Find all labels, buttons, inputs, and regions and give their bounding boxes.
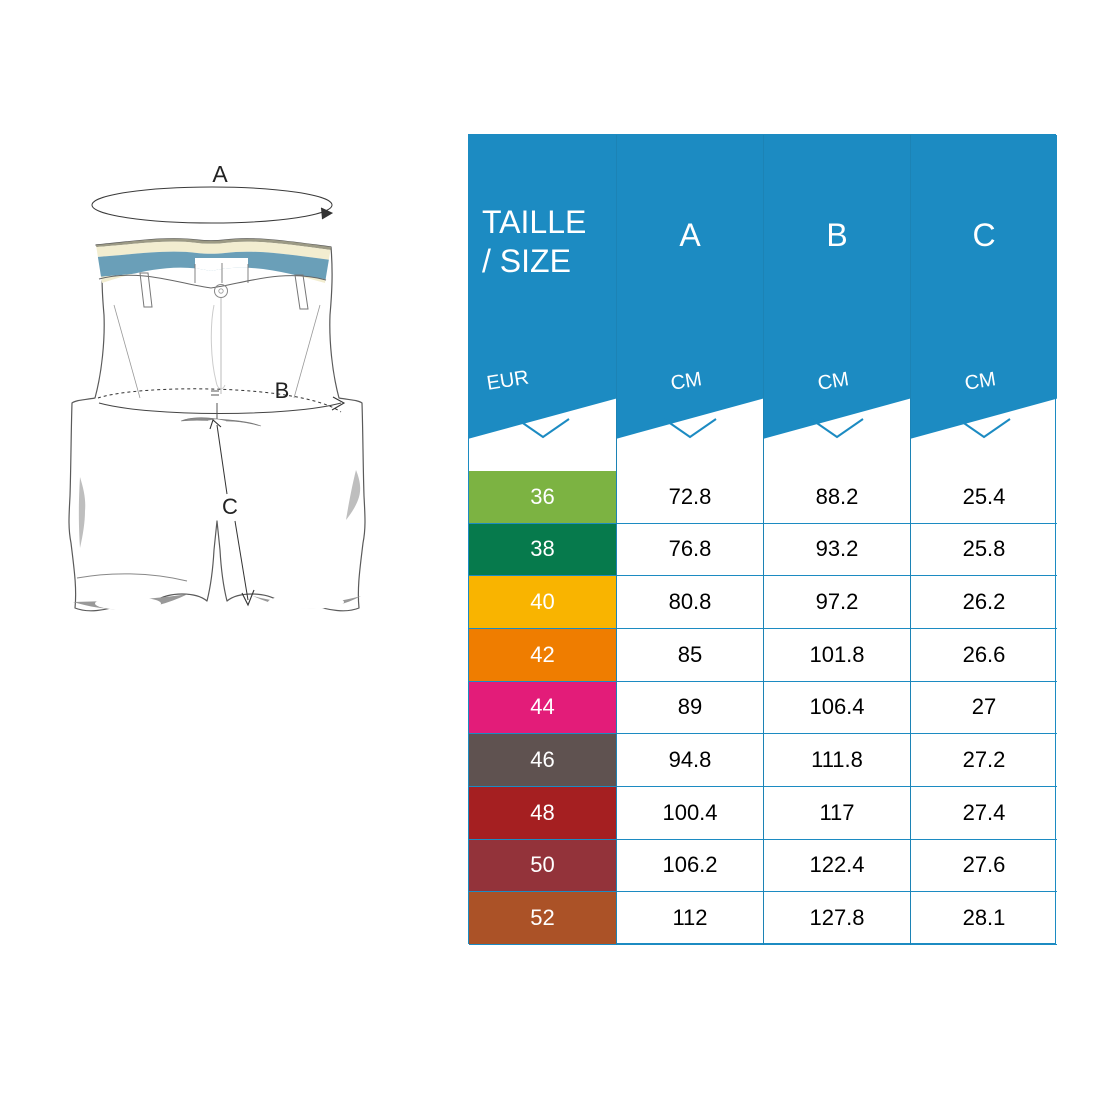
- svg-text:A: A: [212, 161, 228, 187]
- svg-text:C: C: [222, 494, 238, 519]
- svg-text:B: B: [275, 378, 290, 403]
